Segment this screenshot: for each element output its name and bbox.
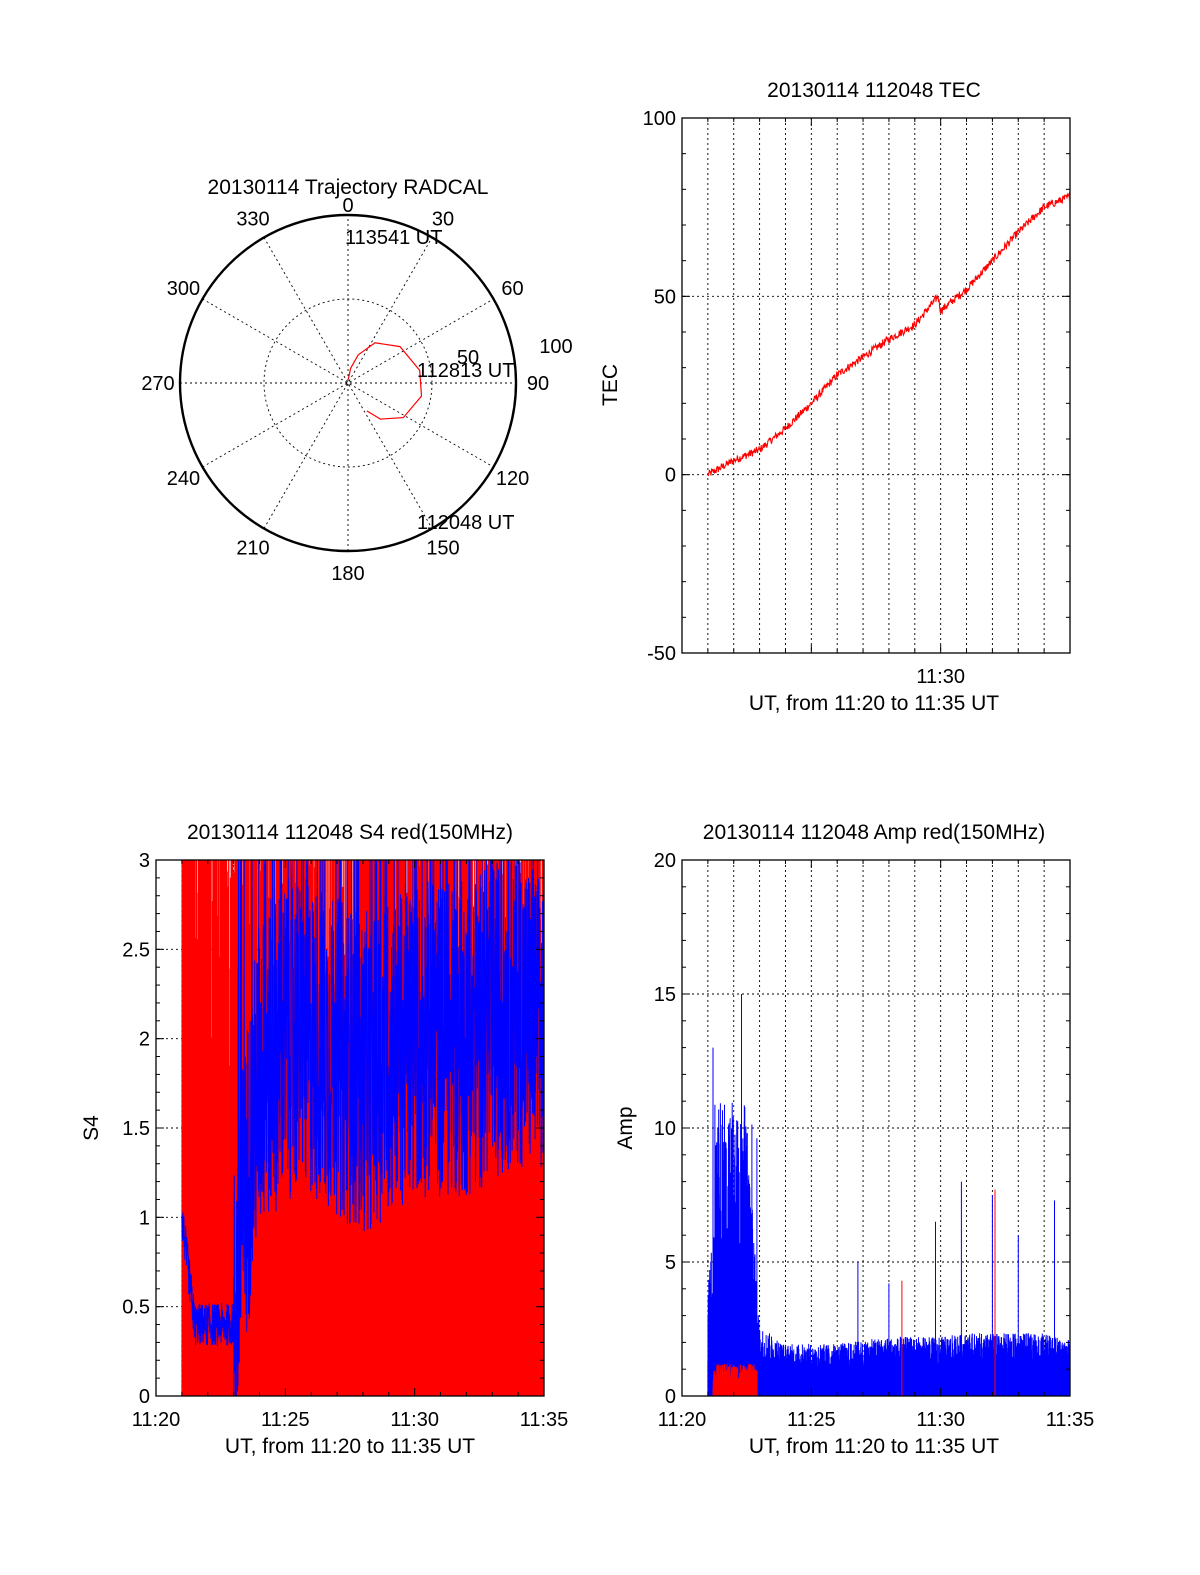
s4-ytick-label: 1.5 [122,1118,150,1140]
s4-chart: 20130114 112048 S4 red(150MHz) 0 0.5 1 1.5 2… [80,821,568,1458]
s4-ytick-label: 0 [139,1386,150,1408]
polar-az-label: 120 [496,468,529,490]
polar-az-label: 90 [527,373,549,395]
tec-title: 20130114 112048 TEC [767,79,981,102]
s4-xlabel: UT, from 11:20 to 11:35 UT [225,1435,475,1458]
amp-xtick-label: 11:20 [658,1409,707,1431]
amp-red-series [712,1189,996,1396]
tec-xtick-label: 11:30 [916,666,965,688]
tec-xlabel: UT, from 11:20 to 11:35 UT [749,692,999,715]
polar-az-label: 60 [501,278,523,300]
polar-az-label: 30 [432,208,454,230]
polar-az-label: 150 [426,538,459,560]
amp-ytick-label: 10 [654,1118,676,1140]
s4-ytick-label: 2.5 [122,939,150,961]
tec-plot-frame [681,117,1071,654]
trajectory-annotation: 112048 UT [417,512,514,534]
amp-ytick-label: 5 [665,1252,676,1274]
s4-blue-series [181,860,544,1396]
amp-xlabel: UT, from 11:20 to 11:35 UT [749,1435,999,1458]
trajectory-annotation: 112813 UT [417,360,514,382]
polar-az-label: 240 [167,468,200,490]
polar-az-label: 0 [342,195,353,217]
s4-xtick-label: 11:25 [261,1409,310,1431]
amp-blue-series [707,994,1070,1396]
polar-spoke-60 [202,298,494,468]
polar-az-label: 300 [167,278,200,300]
polar-spoke-120 [202,298,494,468]
trajectory-title: 20130114 Trajectory RADCAL [208,176,489,199]
trajectory-chart: 20130114 Trajectory RADCAL 0 30 60 90 120 150… [141,176,572,585]
tec-ytick-label: 0 [665,465,676,487]
amp-xtick-label: 11:35 [1046,1409,1095,1431]
s4-xtick-label: 11:20 [132,1409,181,1431]
s4-xtick-label: 11:35 [520,1409,569,1431]
polar-az-label: 330 [236,208,269,230]
amp-ytick-label: 0 [665,1386,676,1408]
trajectory-line [347,342,423,420]
s4-ylabel: S4 [80,1115,103,1141]
s4-ytick-label: 0.5 [122,1297,150,1319]
amp-xtick-label: 11:25 [787,1409,836,1431]
tec-ytick-label: 50 [654,286,676,308]
s4-ytick-label: 1 [139,1207,150,1229]
tec-series-line [707,191,1071,477]
s4-title: 20130114 112048 S4 red(150MHz) [187,821,513,844]
polar-az-label: 180 [331,563,364,585]
s4-xtick-label: 11:30 [390,1409,439,1431]
amp-xtick-label: 11:30 [916,1409,965,1431]
tec-ylabel: TEC [599,364,622,406]
polar-spoke-150 [263,237,433,529]
amp-ytick-label: 20 [654,850,676,872]
polar-az-label: 270 [141,373,174,395]
polar-az-label: 210 [236,538,269,560]
amp-chart: 20130114 112048 Amp red(150MHz) 0 5 10 15 20… [614,821,1094,1458]
amp-title: 20130114 112048 Amp red(150MHz) [703,821,1045,844]
polar-spoke-30 [263,237,433,529]
s4-ytick-label: 3 [139,850,150,872]
tec-ytick-label: -50 [647,643,676,665]
amp-ytick-label: 15 [654,984,676,1006]
polar-radial-label: 100 [539,336,572,358]
amp-ylabel: Amp [614,1106,637,1149]
tec-ytick-label: 100 [643,108,676,130]
trajectory-annotation: 113541 UT [345,227,442,249]
polar-radial-label: 50 [457,347,479,369]
s4-ytick-label: 2 [139,1029,150,1051]
